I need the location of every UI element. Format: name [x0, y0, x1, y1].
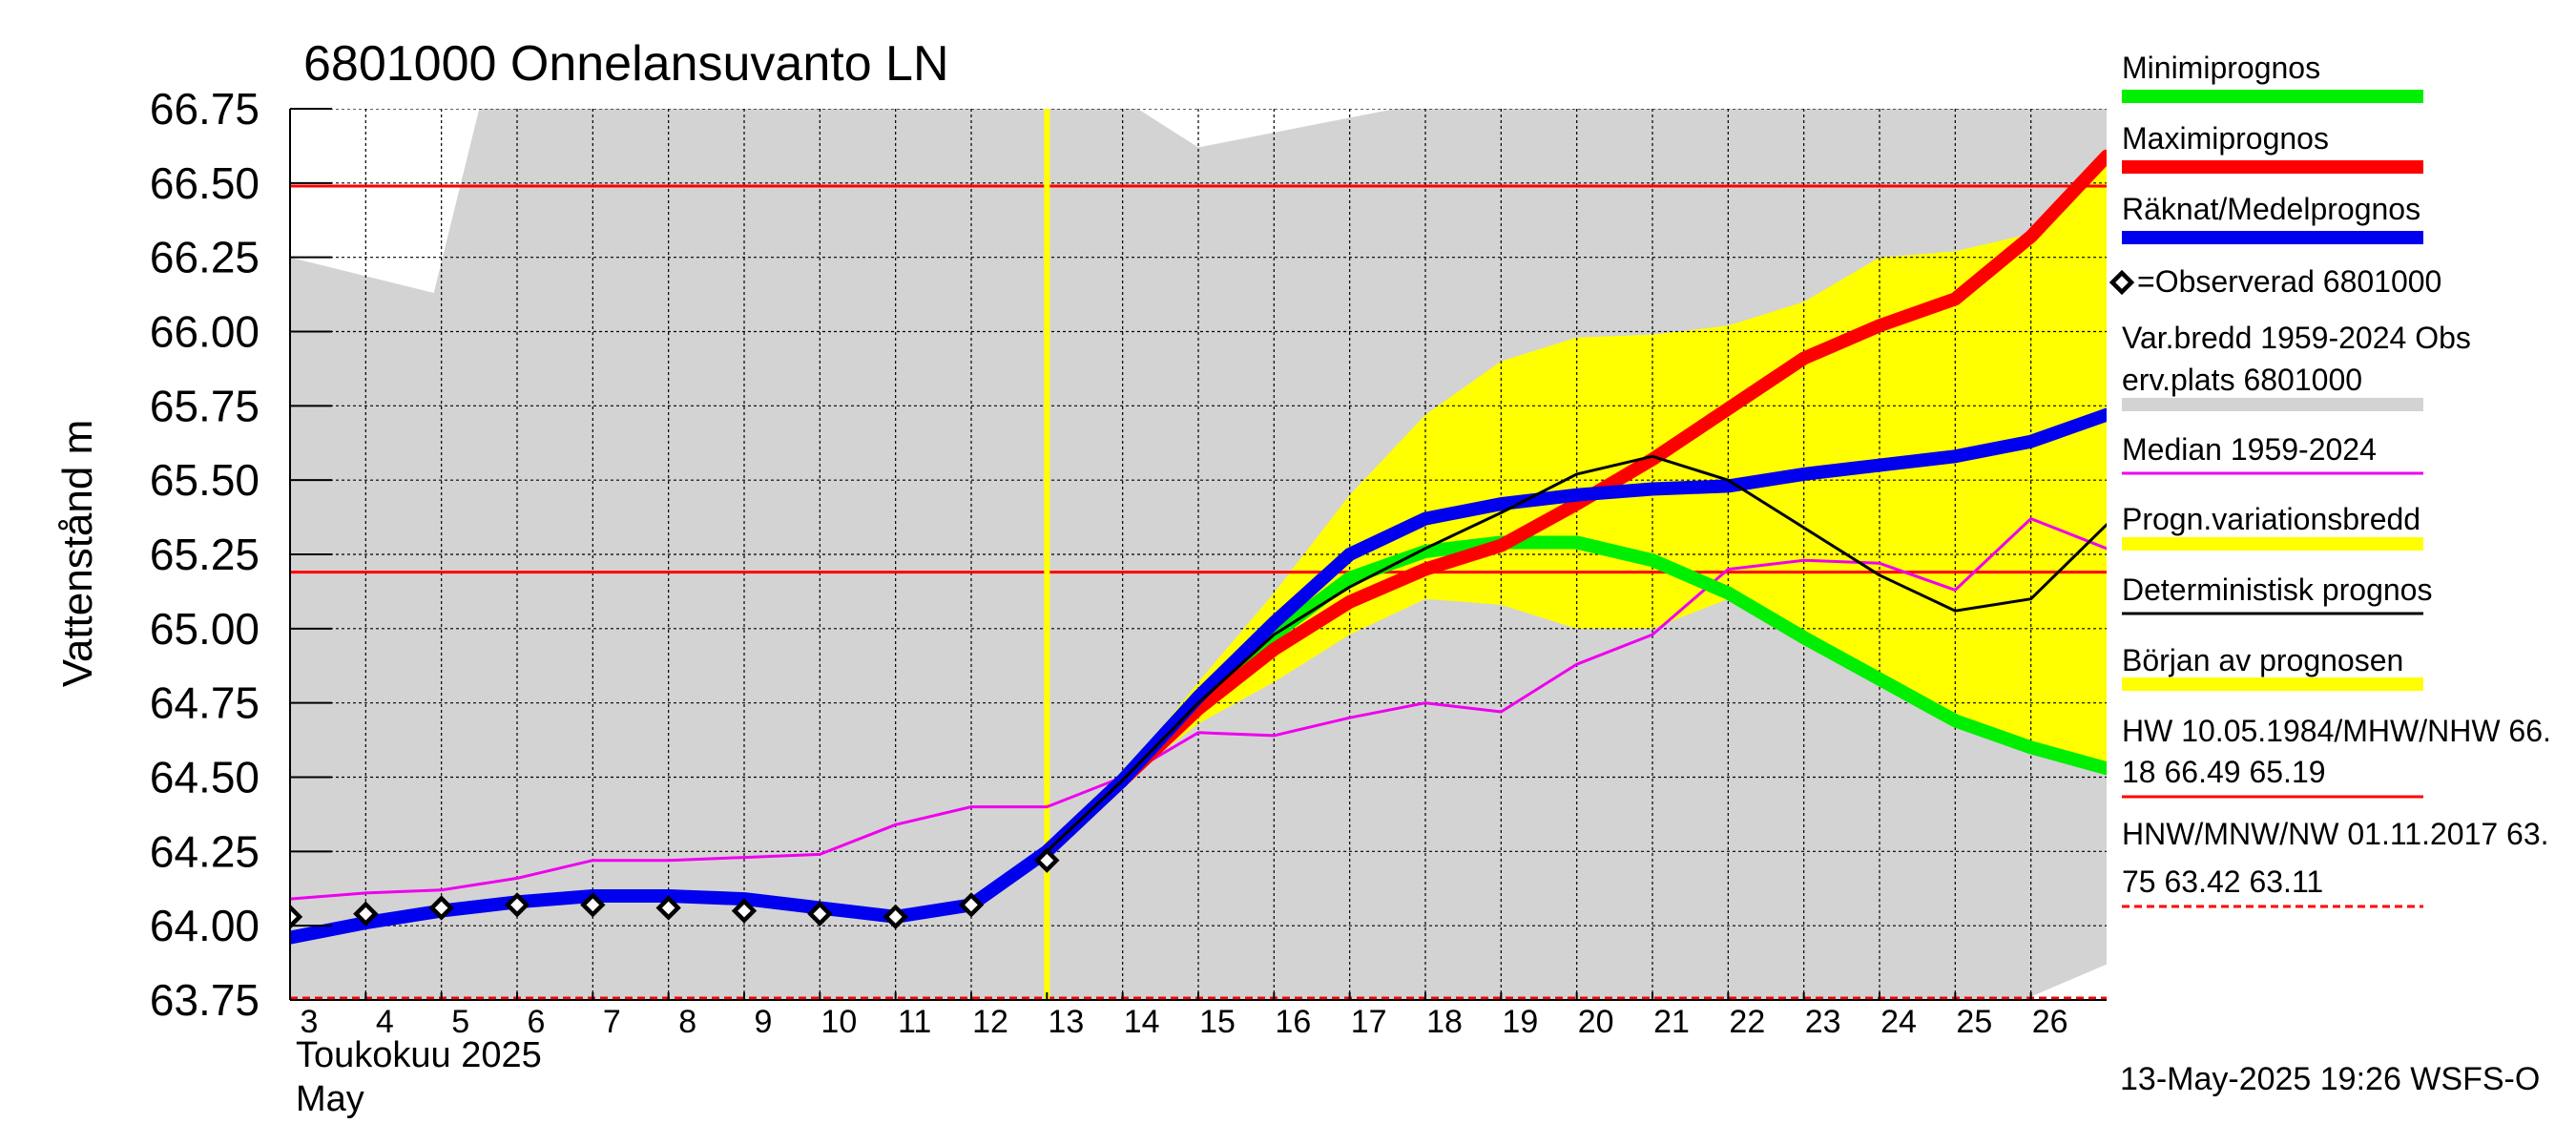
x-axis-month-label-english: May: [296, 1079, 364, 1119]
x-tick-label-5: 5: [451, 1004, 469, 1040]
y-axis-label: Vattenstånd m: [54, 420, 101, 687]
x-tick-label-16: 16: [1275, 1004, 1311, 1040]
x-tick-label-12: 12: [972, 1004, 1008, 1040]
legend-label-3: =Observerad 6801000: [2137, 264, 2441, 299]
legend-item-3: =Observerad 6801000: [2109, 264, 2441, 299]
observed-point-2: [428, 895, 454, 921]
legend-label-4: Var.bredd 1959-2024 Obs: [2122, 321, 2471, 355]
legend-label-7: Deterministisk prognos: [2122, 572, 2432, 607]
x-tick-label-14: 14: [1124, 1004, 1160, 1040]
legend-item-7: Deterministisk prognos: [2122, 572, 2432, 615]
legend-item-9: HW 10.05.1984/MHW/NHW 66. 18 66.49 65.19: [2122, 714, 2551, 799]
footer-timestamp: 13-May-2025 19:26 WSFS-O: [2120, 1061, 2540, 1097]
legend-item-1: Maximiprognos: [2122, 121, 2423, 174]
y-tick-label-11: 66.50: [150, 158, 260, 208]
x-tick-label-3: 3: [301, 1004, 319, 1040]
x-tick-label-17: 17: [1351, 1004, 1387, 1040]
x-tick-label-21: 21: [1653, 1004, 1690, 1040]
x-tick-label-23: 23: [1805, 1004, 1841, 1040]
x-tick-label-10: 10: [821, 1004, 857, 1040]
legend-item-2: Räknat/Medelprognos: [2122, 192, 2423, 244]
historic-range-gap-0: [290, 109, 480, 293]
legend-label-6: Progn.variationsbredd: [2122, 502, 2420, 536]
observed-point-7: [807, 901, 833, 926]
legend-label-10: HNW/MNW/NW 01.11.2017 63.: [2122, 817, 2549, 851]
observed-point-1: [353, 901, 379, 926]
y-tick-label-2: 64.25: [150, 826, 260, 876]
observed-point-6: [731, 898, 758, 924]
observed-point-5: [655, 895, 681, 921]
legend-label-9: HW 10.05.1984/MHW/NHW 66.: [2122, 714, 2551, 748]
observed-point-8: [883, 904, 908, 930]
y-tick-label-4: 64.75: [150, 678, 260, 728]
x-tick-label-9: 9: [755, 1004, 773, 1040]
x-tick-label-15: 15: [1199, 1004, 1236, 1040]
observed-point-9: [958, 892, 985, 918]
legend-label-2: Räknat/Medelprognos: [2122, 192, 2420, 226]
plot-area: [289, 109, 2107, 1001]
x-tick-label-6: 6: [528, 1004, 546, 1040]
historic-range-gap-1: [1137, 109, 1396, 148]
legend-label-5: Median 1959-2024: [2122, 432, 2377, 467]
legend-item-8: Början av prognosen: [2122, 643, 2423, 691]
legend-item-5: Median 1959-2024: [2122, 432, 2423, 475]
legend: Minimiprognos Maximiprognos Räknat/Medelpr…: [2109, 51, 2551, 908]
x-tick-label-11: 11: [898, 1004, 931, 1040]
y-tick-label-1: 64.00: [150, 901, 260, 950]
x-tick-label-25: 25: [1956, 1004, 1992, 1040]
legend-label-10-line2: 75 63.42 63.11: [2122, 864, 2323, 899]
legend-item-6: Progn.variationsbredd: [2122, 502, 2423, 551]
x-axis-ticks: 3 4 5 6 7 8 9 10 11 12 13 14 15 16 17 18 19 20 21 22 23 24 25 2…: [289, 992, 2068, 1040]
x-tick-label-20: 20: [1578, 1004, 1614, 1040]
y-tick-label-12: 66.75: [150, 84, 260, 134]
x-tick-label-7: 7: [603, 1004, 621, 1040]
observed-point-3: [504, 892, 530, 918]
y-tick-label-9: 66.00: [150, 307, 260, 357]
legend-marker-observed: [2109, 269, 2135, 296]
x-tick-label-13: 13: [1048, 1004, 1084, 1040]
series-line-deterministisk-prognos: [1045, 454, 2107, 853]
series-line-median-1959-2024: [290, 517, 2107, 901]
y-tick-label-7: 65.50: [150, 455, 260, 505]
legend-item-4: Var.bredd 1959-2024 Obs erv.plats 6801000: [2122, 321, 2471, 411]
y-tick-label-0: 63.75: [150, 975, 260, 1025]
x-tick-label-18: 18: [1426, 1004, 1463, 1040]
legend-label-0: Minimiprognos: [2122, 51, 2320, 85]
legend-label-8: Början av prognosen: [2122, 643, 2403, 677]
y-axis-ticks: 63.75 64.00 64.25 64.50 64.75 65.00 65.25 65.50…: [150, 84, 332, 1025]
legend-item-10: HNW/MNW/NW 01.11.2017 63. 75 63.42 63.11: [2122, 817, 2549, 908]
x-tick-label-24: 24: [1880, 1004, 1917, 1040]
legend-label-4-line2: erv.plats 6801000: [2122, 363, 2362, 397]
x-tick-label-22: 22: [1729, 1004, 1765, 1040]
y-tick-label-3: 64.50: [150, 753, 260, 802]
x-axis-month-label: Toukokuu 2025: [296, 1035, 542, 1075]
historic-range-gap-right: [2023, 964, 2107, 1000]
x-tick-label-19: 19: [1502, 1004, 1538, 1040]
legend-item-0: Minimiprognos: [2122, 51, 2423, 103]
y-tick-label-10: 66.25: [150, 233, 260, 282]
observed-point-10: [1034, 847, 1060, 873]
series-line-maximiprognos: [1040, 149, 2107, 859]
y-tick-label-8: 65.75: [150, 381, 260, 430]
y-tick-label-5: 65.00: [150, 604, 260, 654]
legend-label-1: Maximiprognos: [2122, 121, 2329, 156]
legend-label-9-line2: 18 66.49 65.19: [2122, 755, 2326, 789]
x-tick-label-4: 4: [376, 1004, 394, 1040]
observed-point-4: [580, 892, 606, 918]
x-tick-label-26: 26: [2032, 1004, 2068, 1040]
y-tick-label-6: 65.25: [150, 530, 260, 579]
chart-title: 6801000 Onnelansuvanto LN: [303, 36, 949, 92]
x-tick-label-8: 8: [678, 1004, 696, 1040]
observed-point-0: [290, 904, 303, 930]
